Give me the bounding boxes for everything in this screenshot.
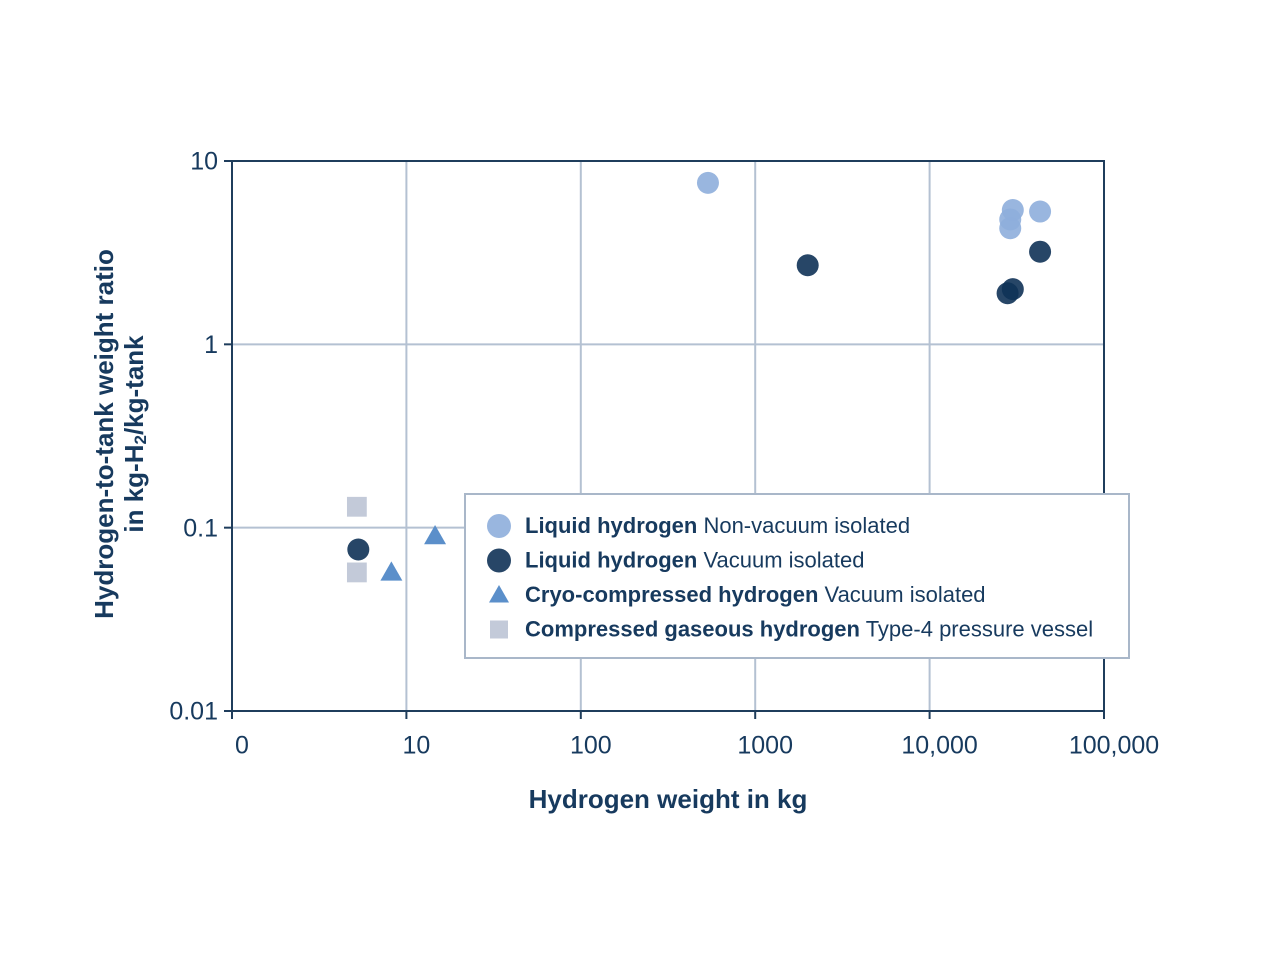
point	[346, 562, 367, 583]
legend: Liquid hydrogen Non-vacuum isolatedLiqui…	[464, 493, 1130, 659]
label-part: in kg-H	[119, 445, 149, 533]
point	[1029, 240, 1052, 263]
point	[346, 496, 367, 517]
label-subscript: 2	[131, 435, 150, 444]
legend-swatch	[487, 514, 511, 538]
y-axis-label: Hydrogen-to-tank weight ratio in kg-H2/k…	[89, 249, 151, 619]
legend-entry: Liquid hydrogen Non-vacuum isolated	[525, 513, 910, 538]
y-axis-label-line: in kg-H2/kg-tank	[119, 335, 151, 533]
legend-box	[464, 493, 1130, 659]
y-tick-label: 1	[204, 331, 218, 359]
x-tick-label: 1000	[737, 732, 793, 760]
point	[796, 254, 819, 277]
point	[424, 525, 447, 545]
legend-name: Liquid hydrogen	[525, 513, 697, 538]
x-axis-label: Hydrogen weight in kg	[529, 784, 808, 814]
legend-entry: Cryo-compressed hydrogen Vacuum isolated	[525, 582, 986, 607]
legend-entry: Liquid hydrogen Vacuum isolated	[525, 547, 864, 572]
y-tick-label: 10	[190, 148, 218, 176]
point	[380, 561, 403, 581]
legend-description: Vacuum isolated	[703, 547, 864, 572]
x-tick-label: 10	[402, 732, 430, 760]
legend-entry: Compressed gaseous hydrogen Type-4 press…	[525, 616, 1093, 641]
point	[999, 217, 1022, 240]
legend-swatch	[490, 620, 508, 639]
y-tick-label: 0.1	[183, 514, 218, 542]
legend-name: Cryo-compressed hydrogen	[525, 582, 818, 607]
y-tick-label: 0.01	[169, 698, 218, 726]
legend-description: Type-4 pressure vessel	[866, 616, 1093, 641]
legend-description: Vacuum isolated	[825, 582, 986, 607]
x-tick-label: 100,000	[1069, 732, 1159, 760]
legend-name: Liquid hydrogen	[525, 547, 697, 572]
legend-swatch	[487, 548, 511, 573]
legend-description: Non-vacuum isolated	[703, 513, 910, 538]
x-tick-label: 100	[570, 732, 612, 760]
point	[996, 282, 1019, 305]
plot-frame	[231, 160, 1105, 712]
legend-name: Compressed gaseous hydrogen	[525, 616, 860, 641]
point	[347, 538, 370, 561]
point	[696, 171, 719, 194]
point	[1029, 200, 1052, 223]
y-axis-label-line: Hydrogen-to-tank weight ratio	[89, 249, 119, 619]
label-part: /kg-tank	[119, 335, 149, 435]
legend-swatch	[489, 585, 509, 603]
x-tick-label: 10,000	[901, 732, 977, 760]
x-tick-label: 0	[235, 732, 249, 760]
